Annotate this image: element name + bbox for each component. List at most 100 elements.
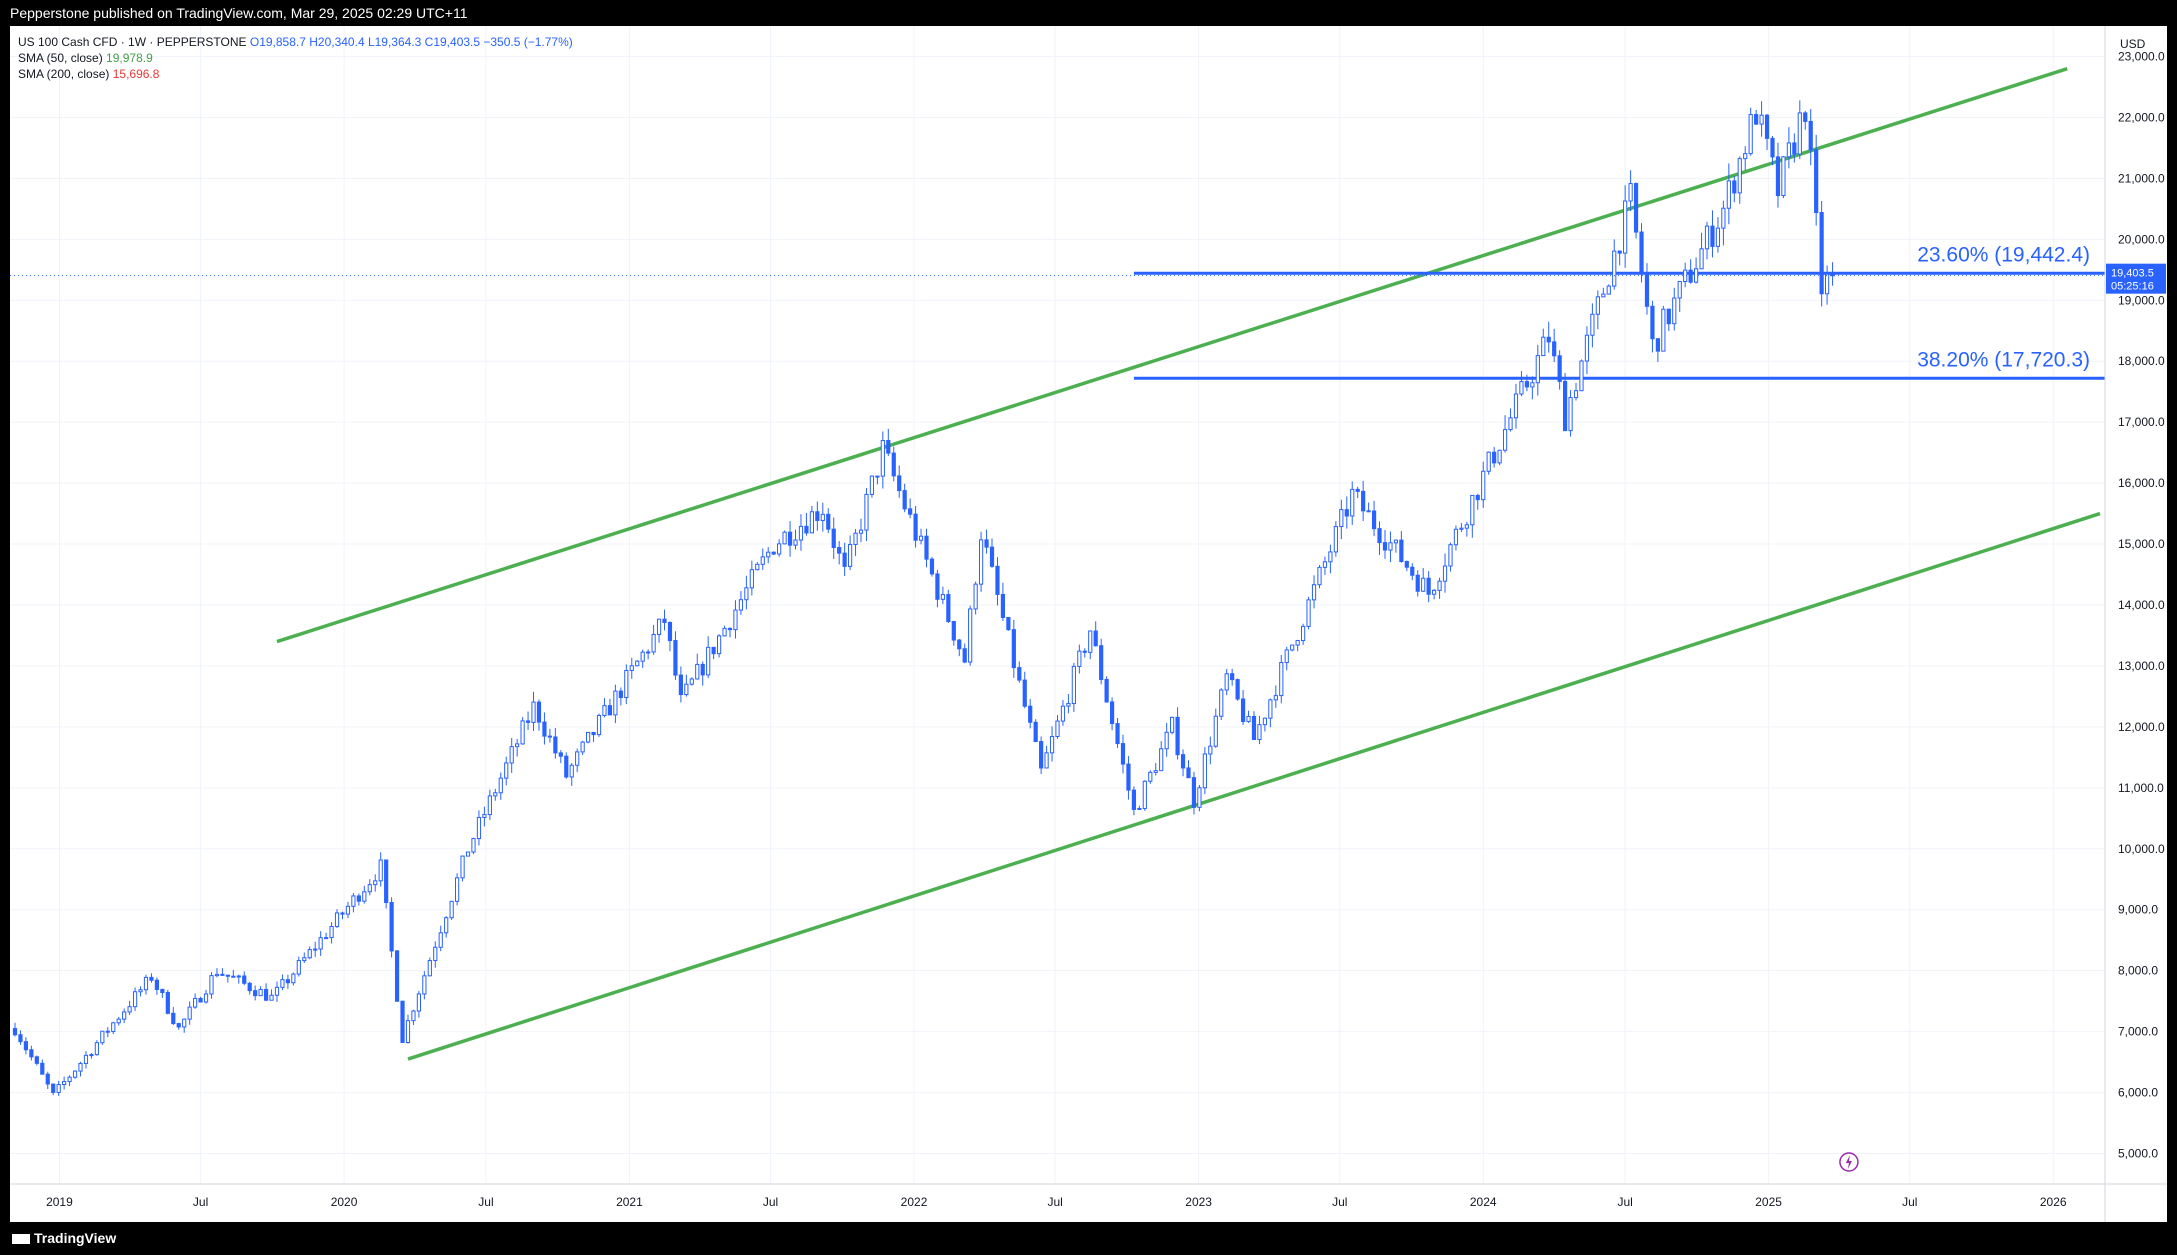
candle — [1453, 525, 1459, 551]
candle-body — [989, 546, 995, 567]
candle-body — [1104, 678, 1109, 703]
candle-body — [809, 511, 814, 534]
candle — [1077, 644, 1082, 674]
candle — [1230, 668, 1235, 686]
candle-body — [1432, 589, 1437, 595]
candle — [242, 971, 247, 986]
candle-body — [1508, 417, 1513, 431]
candle — [1754, 109, 1759, 126]
candle-body — [908, 508, 913, 515]
candle — [209, 972, 214, 999]
candle — [149, 973, 154, 983]
candle — [1448, 542, 1453, 572]
candle — [837, 541, 842, 565]
candle-body — [1377, 528, 1382, 544]
candle — [673, 631, 678, 680]
candle — [89, 1052, 94, 1059]
candle — [1028, 699, 1033, 729]
candle-body — [820, 513, 825, 521]
tradingview-logo[interactable]: TradingView — [12, 1230, 116, 1246]
candle-body — [1082, 650, 1087, 653]
candle-body — [1180, 754, 1186, 769]
candle — [1661, 305, 1666, 352]
candle-body — [886, 440, 891, 454]
candle — [56, 1080, 61, 1096]
legend-symbol: US 100 Cash CFD · 1W · PEPPERSTONE — [18, 35, 247, 49]
candle-body — [1328, 551, 1333, 563]
candle — [329, 922, 334, 944]
candle-body — [482, 814, 487, 818]
candle — [62, 1076, 67, 1090]
footer-bar: TradingView — [0, 1222, 2177, 1255]
candle-body — [897, 475, 902, 492]
candle-body — [362, 891, 367, 902]
candle-body — [40, 1062, 45, 1075]
candle-body — [1355, 488, 1360, 492]
candle-body — [1142, 780, 1147, 810]
candle — [1415, 570, 1420, 597]
candle-body — [1131, 789, 1137, 810]
candle — [744, 575, 749, 610]
candle — [1022, 671, 1027, 709]
candle — [1459, 522, 1464, 532]
candle — [989, 538, 995, 568]
candle-body — [356, 895, 361, 902]
candle-body — [1361, 490, 1366, 512]
candle — [940, 586, 945, 605]
candle-body — [225, 974, 230, 977]
y-tick-label: 23,000.0 — [2118, 49, 2165, 63]
candle-body — [1552, 341, 1557, 357]
candle — [12, 1022, 18, 1037]
candle — [1530, 376, 1535, 400]
candle-body — [1672, 297, 1677, 325]
candle-body — [1661, 308, 1666, 352]
price-chart[interactable]: 23.60% (19,442.4) 38.20% (17,720.3) 5,000… — [10, 26, 2167, 1222]
candle — [978, 531, 984, 592]
candle-body — [1628, 183, 1633, 202]
chart-area[interactable]: 23.60% (19,442.4) 38.20% (17,720.3) 5,000… — [10, 26, 2167, 1222]
candle-body — [476, 816, 482, 840]
candle-body — [1601, 293, 1606, 298]
candle — [296, 956, 301, 977]
candle-body — [1650, 305, 1655, 340]
lightning-icon[interactable] — [1839, 1152, 1859, 1172]
candle-body — [1573, 390, 1579, 399]
candle — [689, 677, 694, 686]
candle-body — [296, 960, 301, 975]
candle-body — [1623, 200, 1628, 254]
candle-body — [1366, 510, 1371, 513]
x-tick-label: Jul — [763, 1195, 778, 1209]
candle-body — [984, 539, 989, 548]
candle — [455, 873, 460, 906]
candle — [968, 605, 973, 666]
candle-body — [1732, 180, 1737, 194]
candle-body — [1393, 539, 1399, 544]
candle — [1743, 146, 1748, 171]
candle-body — [815, 511, 820, 521]
candle — [842, 542, 847, 577]
candle — [1655, 338, 1660, 362]
candle-body — [880, 440, 885, 477]
candle — [465, 851, 471, 857]
candle — [504, 756, 509, 786]
candle-body — [1546, 336, 1551, 343]
fibonacci-levels: 23.60% (19,442.4) 38.20% (17,720.3) — [1133, 243, 2105, 380]
candle-body — [1666, 308, 1671, 325]
candle-body — [56, 1084, 61, 1093]
candle-body — [564, 755, 569, 778]
candle-body — [1126, 763, 1131, 791]
candle-body — [700, 663, 705, 676]
candle-body — [558, 752, 563, 757]
candle-body — [1088, 630, 1093, 653]
candle-body — [433, 946, 438, 961]
candle-body — [187, 1006, 192, 1020]
candle — [51, 1083, 56, 1096]
candle-body — [1066, 703, 1071, 707]
last-price-badge — [2106, 263, 2166, 294]
candle — [171, 1007, 176, 1025]
candle-body — [755, 563, 760, 571]
y-tick-label: 5,000.0 — [2118, 1147, 2158, 1161]
candle-body — [487, 795, 492, 816]
candle — [1563, 372, 1568, 432]
candle-body — [935, 573, 940, 600]
